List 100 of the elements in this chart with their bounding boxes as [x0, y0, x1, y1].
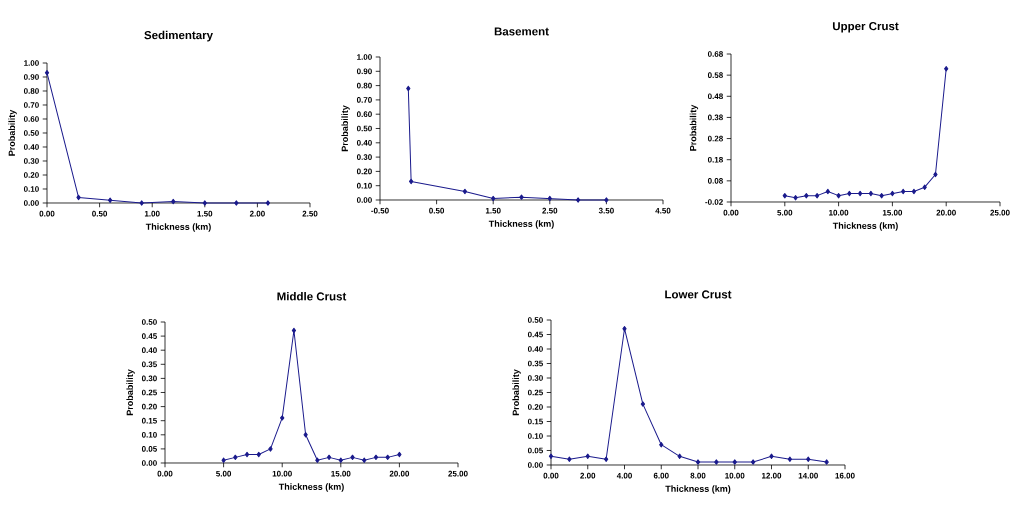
y-tick-label: 1.00: [24, 60, 39, 66]
chart-title: Lower Crust: [665, 290, 732, 299]
x-tick-label: 10.00: [829, 209, 849, 216]
point: [714, 459, 719, 465]
point: [76, 194, 81, 201]
x-axis-title: Thickness (km): [278, 483, 344, 492]
y-tick-label: 0.50: [23, 130, 39, 136]
y-tick-label: 0.08: [707, 178, 723, 184]
chart-title: Sedimentary: [144, 30, 213, 42]
point: [548, 453, 554, 459]
y-tick-label: 0.28: [707, 135, 723, 142]
chart-title: Upper Crust: [832, 22, 899, 33]
point: [462, 188, 468, 195]
point: [933, 171, 938, 178]
point: [847, 190, 852, 197]
x-tick-label: 25.00: [990, 209, 1010, 216]
point: [836, 192, 841, 199]
point: [44, 70, 50, 76]
point: [857, 190, 863, 197]
y-tick-label: 0.00: [527, 462, 543, 468]
point: [280, 415, 285, 421]
point: [233, 454, 238, 461]
point: [221, 457, 226, 463]
y-tick-label: 0.48: [707, 93, 723, 100]
point: [814, 192, 820, 199]
point: [922, 184, 927, 190]
y-axis-title: Probability: [8, 109, 17, 156]
x-tick-label: 4.00: [616, 472, 632, 479]
point: [202, 200, 207, 206]
y-axis-title: Probability: [341, 105, 350, 152]
x-tick-label: 25.00: [448, 470, 468, 477]
y-tick-label: 0.50: [527, 317, 543, 323]
y-tick-label: 0.00: [23, 200, 39, 206]
x-tick-label: 2.50: [302, 210, 318, 217]
y-tick-label: 0.35: [141, 361, 157, 368]
point: [604, 197, 609, 203]
y-tick-label: 0.18: [707, 156, 723, 163]
point: [268, 446, 273, 452]
x-tick-label: 14.00: [798, 472, 818, 479]
point: [406, 85, 411, 92]
x-tick-label: 3.50: [598, 207, 614, 214]
x-tick-label: 20.00: [389, 470, 410, 477]
y-tick-label: 0.00: [141, 460, 157, 466]
y-tick-label: -0.02: [705, 199, 723, 205]
point: [139, 200, 144, 206]
y-tick-label: 0.80: [356, 82, 372, 89]
point: [303, 432, 308, 438]
point: [659, 442, 664, 448]
point: [519, 194, 524, 200]
point: [944, 66, 949, 72]
x-axis-title: Thickness (km): [488, 220, 554, 229]
y-tick-label: 0.40: [527, 346, 543, 352]
y-tick-label: 0.40: [141, 347, 157, 354]
y-tick-label: 0.05: [527, 447, 543, 454]
y-tick-label: 0.20: [527, 404, 543, 410]
point: [385, 454, 390, 461]
x-tick-label: 1.50: [485, 207, 501, 214]
point: [107, 197, 113, 203]
y-tick-label: 0.60: [356, 111, 372, 118]
y-tick-label: 0.10: [356, 182, 372, 189]
x-tick-label: 0.00: [723, 209, 739, 216]
x-tick-label: 0.00: [157, 470, 173, 477]
y-tick-label: 0.70: [23, 102, 39, 108]
x-tick-label: 1.50: [197, 210, 213, 217]
chart-title: Basement: [494, 27, 549, 36]
point: [793, 195, 798, 201]
point: [585, 453, 590, 459]
y-axis-title: Probability: [512, 369, 521, 416]
x-tick-label: 0.00: [543, 472, 559, 479]
y-axis-title: Probability: [689, 104, 699, 151]
y-tick-label: 0.10: [23, 186, 39, 192]
x-tick-label: 4.50: [655, 207, 671, 214]
x-tick-label: 16.00: [835, 472, 855, 479]
x-tick-label: 10.00: [725, 472, 745, 479]
point: [787, 456, 793, 462]
y-tick-label: 0.45: [141, 333, 157, 339]
x-tick-label: 15.00: [882, 209, 903, 216]
x-tick-label: 0.50: [429, 207, 445, 214]
x-tick-label: -0.50: [371, 207, 389, 214]
y-tick-label: 0.20: [141, 403, 157, 410]
point: [547, 195, 552, 202]
x-axis-title: Thickness (km): [665, 485, 731, 494]
x-tick-label: 8.00: [690, 472, 706, 479]
point: [868, 190, 874, 197]
point: [732, 459, 737, 465]
point: [408, 178, 414, 185]
point: [890, 190, 895, 197]
point: [622, 326, 627, 332]
y-tick-label: 0.40: [23, 144, 39, 150]
point: [769, 453, 774, 459]
y-tick-label: 0.45: [527, 331, 543, 338]
y-tick-label: 1.00: [357, 54, 372, 60]
y-tick-label: 0.30: [356, 154, 372, 160]
x-axis-title: Thickness (km): [145, 223, 211, 232]
point: [256, 451, 261, 458]
x-tick-label: 5.00: [216, 470, 232, 477]
x-tick-label: 10.00: [272, 470, 292, 477]
x-tick-label: 20.00: [936, 209, 956, 216]
point: [825, 188, 830, 195]
x-tick-label: 6.00: [653, 472, 669, 479]
